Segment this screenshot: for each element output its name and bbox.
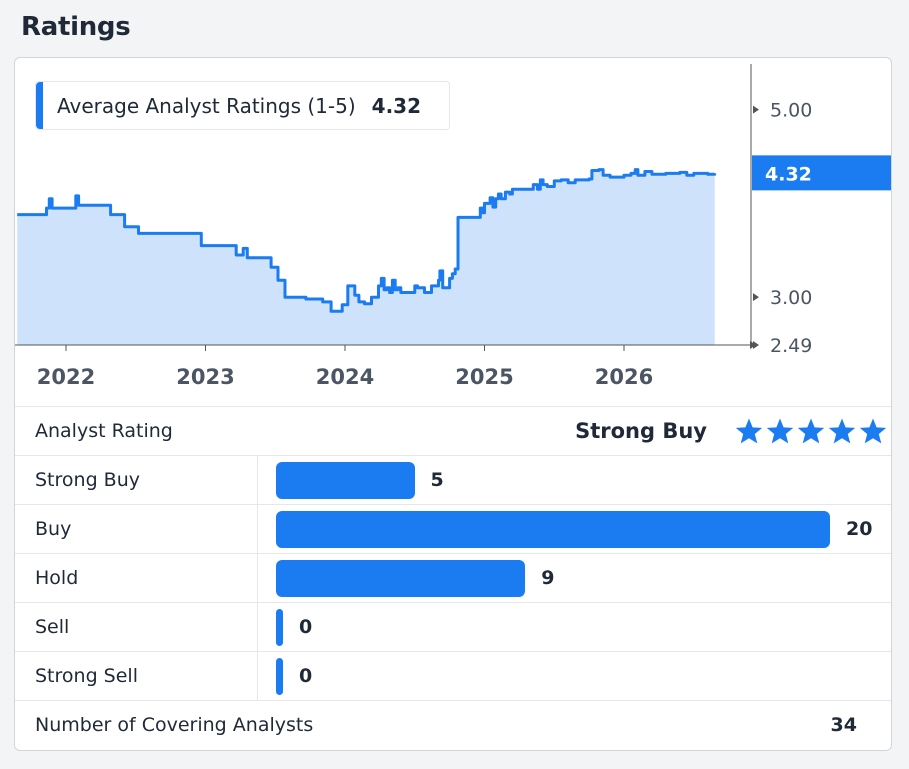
- rating-count: 9: [541, 567, 555, 589]
- row-divider: [257, 505, 258, 553]
- rating-count: 20: [846, 518, 873, 540]
- x-tick-label: 2026: [595, 365, 653, 389]
- star-icon: [766, 418, 794, 444]
- x-tick-label: 2022: [37, 365, 95, 389]
- rating-stars: [734, 417, 888, 447]
- rating-count: 0: [299, 616, 313, 638]
- series-line: [17, 168, 717, 313]
- covering-analysts-value: 34: [830, 714, 857, 736]
- ratings-table: Analyst Rating Strong Buy Strong Buy 5 Buy…: [15, 406, 891, 749]
- rating-bar: [276, 511, 830, 548]
- ratings-chart: 2022 2023 2024 2025 2026 5.00 3.00 2.49 4.32 Ave…: [15, 58, 891, 406]
- rating-row-strong-buy: Strong Buy 5: [15, 455, 891, 504]
- y-tick-label: 5.00: [770, 100, 812, 122]
- star-icon: [735, 418, 763, 444]
- rating-row-strong-sell: Strong Sell 0: [15, 651, 891, 700]
- rating-bar: [276, 462, 415, 499]
- y-tick: [753, 341, 759, 349]
- row-divider: [257, 652, 258, 700]
- rating-row-label: Sell: [35, 616, 70, 638]
- chart-legend: Average Analyst Ratings (1-5) 4.32: [35, 81, 451, 130]
- row-divider: [257, 554, 258, 602]
- covering-analysts-label: Number of Covering Analysts: [35, 714, 314, 736]
- series-area: [17, 169, 715, 345]
- covering-analysts-row: Number of Covering Analysts 34: [15, 700, 891, 749]
- legend-value: 4.32: [371, 93, 422, 118]
- rating-row-label: Hold: [35, 567, 79, 589]
- ratings-card: 2022 2023 2024 2025 2026 5.00 3.00 2.49 4.32 Ave…: [14, 57, 892, 751]
- y-tick: [753, 105, 759, 114]
- x-tick-label: 2023: [176, 365, 234, 389]
- rating-count: 5: [430, 469, 444, 491]
- rating-count: 0: [299, 665, 313, 687]
- legend-color-swatch: [36, 82, 43, 129]
- star-icon: [828, 418, 856, 444]
- ratings-chart-svg: 2022 2023 2024 2025 2026 5.00 3.00 2.49 4.32: [15, 64, 891, 389]
- y-tick-label: 2.49: [770, 335, 812, 357]
- row-divider: [257, 603, 258, 651]
- rating-row-hold: Hold 9: [15, 553, 891, 602]
- analyst-rating-row: Analyst Rating Strong Buy: [15, 406, 891, 455]
- current-value-label: 4.32: [765, 163, 812, 185]
- rating-row-label: Strong Sell: [35, 665, 138, 687]
- analyst-rating-value: Strong Buy: [575, 419, 707, 443]
- x-tick-label: 2025: [455, 365, 513, 389]
- row-divider: [257, 456, 258, 504]
- legend-label: Average Analyst Ratings (1-5): [57, 93, 356, 118]
- star-icon: [859, 418, 887, 444]
- section-title: Ratings: [21, 12, 131, 42]
- x-tick-label: 2024: [316, 365, 374, 389]
- rating-bar: [276, 560, 526, 597]
- rating-row-buy: Buy 20: [15, 504, 891, 553]
- current-value-badge: [752, 155, 891, 191]
- rating-bar: [276, 609, 283, 646]
- rating-bar: [276, 658, 283, 695]
- analyst-rating-label: Analyst Rating: [35, 420, 173, 442]
- star-icon: [797, 418, 825, 444]
- rating-row-label: Strong Buy: [35, 469, 140, 491]
- rating-row-label: Buy: [35, 518, 72, 540]
- rating-row-sell: Sell 0: [15, 602, 891, 651]
- y-tick: [753, 293, 759, 302]
- y-tick-label: 3.00: [770, 287, 812, 309]
